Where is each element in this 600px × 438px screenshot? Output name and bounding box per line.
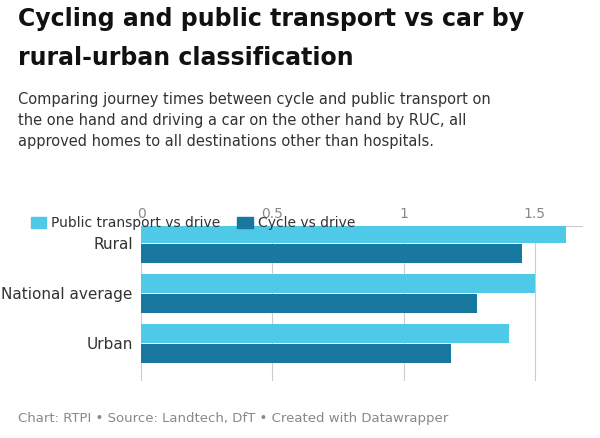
Legend: Public transport vs drive, Cycle vs drive: Public transport vs drive, Cycle vs driv… <box>25 211 361 236</box>
Text: Chart: RTPI • Source: Landtech, DfT • Created with Datawrapper: Chart: RTPI • Source: Landtech, DfT • Cr… <box>18 412 448 425</box>
Bar <box>141 244 521 263</box>
Bar <box>141 274 535 293</box>
Text: Cycling and public transport vs car by: Cycling and public transport vs car by <box>18 7 524 31</box>
Bar <box>141 344 451 363</box>
Text: rural-urban classification: rural-urban classification <box>18 46 353 70</box>
Bar <box>141 223 566 243</box>
Bar <box>141 294 477 313</box>
Text: Comparing journey times between cycle and public transport on
the one hand and d: Comparing journey times between cycle an… <box>18 92 491 149</box>
Bar <box>141 324 509 343</box>
